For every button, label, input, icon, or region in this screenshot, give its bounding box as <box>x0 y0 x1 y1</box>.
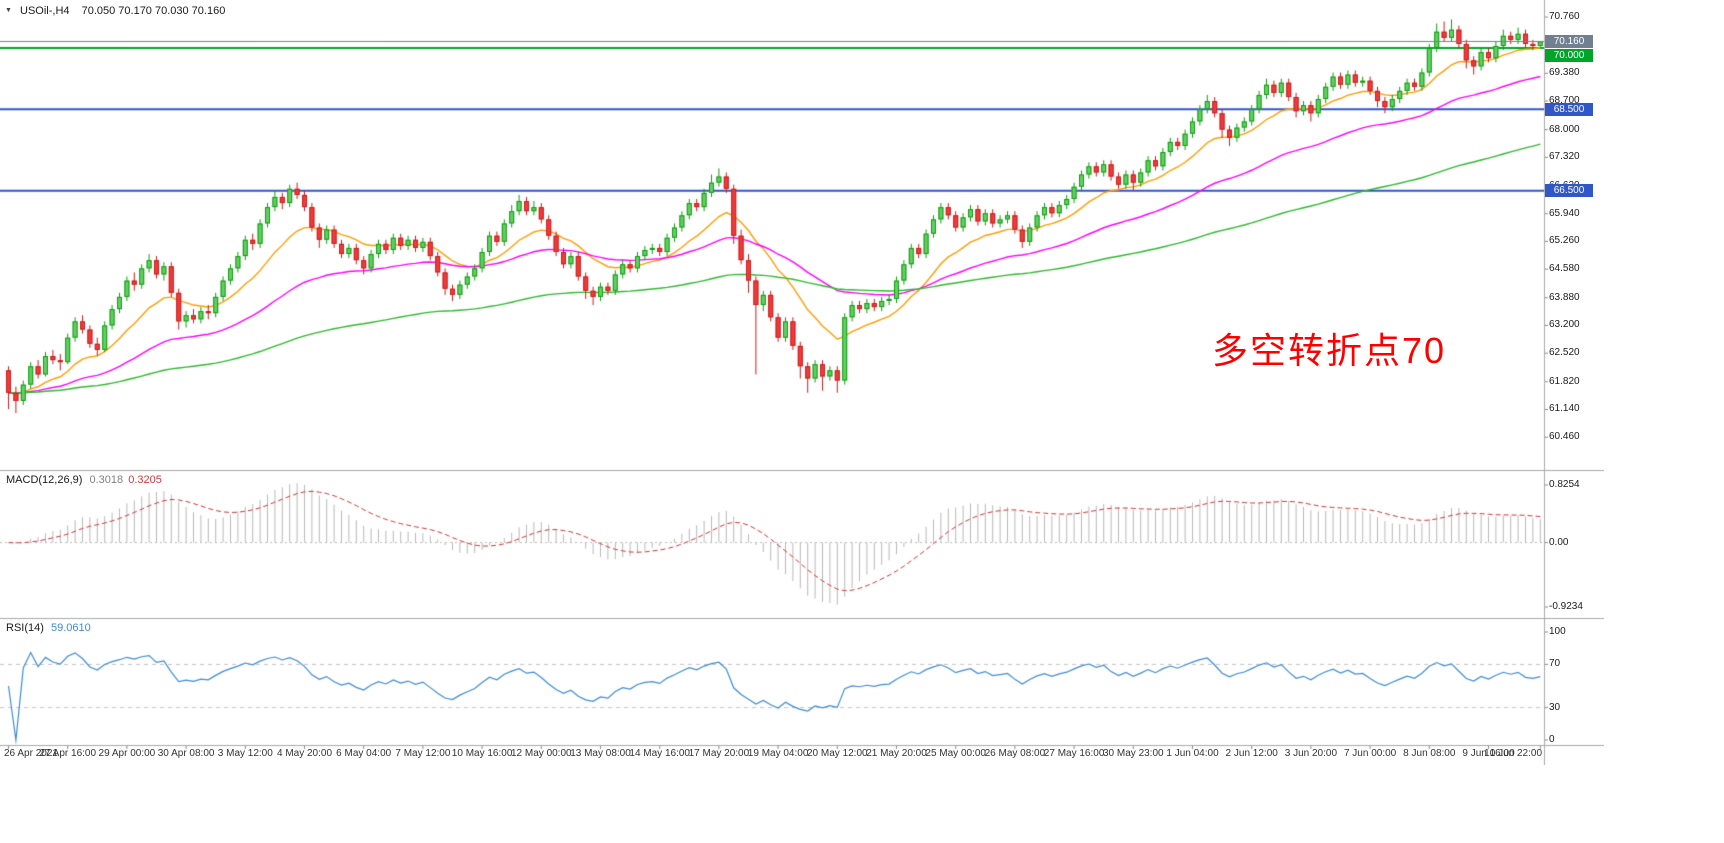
rsi-label: RSI(14) 59.0610 <box>6 622 91 634</box>
price-axis-label: 70.760 <box>1549 11 1580 22</box>
time-axis-label: 3 May 12:00 <box>217 748 273 759</box>
symbol-info-bar: ▼ USOil-,H4 70.050 70.170 70.030 70.160 <box>5 5 225 17</box>
rsi-axis-label: 100 <box>1549 626 1566 637</box>
annotation-text[interactable]: 多空转折点70 <box>1212 330 1447 371</box>
chevron-down-icon[interactable]: ▼ <box>5 7 12 14</box>
price-axis-label: 61.140 <box>1549 403 1580 415</box>
time-axis-label: 26 Apr 2021 <box>4 748 58 759</box>
time-axis-label: 20 May 12:00 <box>806 748 868 759</box>
ohlc-readout: 70.050 70.170 70.030 70.160 <box>81 5 226 17</box>
price-axis-label: 62.520 <box>1549 347 1580 359</box>
rsi-value: 59.0610 <box>50 622 91 634</box>
price-badge: 66.500 <box>1545 184 1593 198</box>
time-axis-label: 1 Jun 04:00 <box>1166 748 1219 759</box>
time-axis-label: 27 Apr 16:00 <box>39 748 97 759</box>
rsi-axis[interactable]: 100 70 30 0 <box>1544 618 1604 745</box>
macd-axis-label: 0.8254 <box>1549 479 1580 490</box>
time-axis-label: 29 Apr 00:00 <box>98 748 156 759</box>
time-axis-label: 13 May 08:00 <box>570 748 631 759</box>
time-axis-label: 9 Jun 16:00 <box>1462 748 1515 759</box>
price-badge: 70.160 <box>1545 34 1593 48</box>
rsi-axis-label: 70 <box>1549 658 1561 670</box>
price-axis-label: 67.320 <box>1549 151 1580 163</box>
symbol-timeframe: USOil-,H4 <box>20 5 70 17</box>
rsi-axis-label: 0 <box>1549 734 1555 745</box>
time-axis-label: 7 May 12:00 <box>395 748 451 759</box>
rsi-name: RSI(14) <box>6 622 44 634</box>
macd-value-signal: 0.3205 <box>128 474 162 486</box>
time-axis-label: 8 Jun 08:00 <box>1403 748 1456 759</box>
macd-axis[interactable]: 0.8254 0.00 -0.9234 <box>1544 470 1604 618</box>
time-axis-label: 10 May 16:00 <box>451 748 513 759</box>
macd-axis-label: -0.9234 <box>1549 601 1583 612</box>
time-axis-label: 7 Jun 00:00 <box>1343 748 1397 759</box>
macd-axis-label: 0.00 <box>1549 536 1569 548</box>
macd-value-main: 0.3018 <box>89 474 124 486</box>
price-axis-label: 65.260 <box>1549 235 1580 247</box>
price-axis-label: 68.000 <box>1549 123 1580 135</box>
price-axis-label: 60.460 <box>1549 431 1580 443</box>
macd-label: MACD(12,26,9) 0.3018 0.3205 <box>6 474 162 486</box>
time-axis[interactable]: 26 Apr 2021 27 Apr 16:00 29 Apr 00:00 30 Ap… <box>0 748 1604 764</box>
time-axis-label: 30 Apr 08:00 <box>157 748 215 759</box>
time-axis-label: 25 May 00:00 <box>925 748 986 759</box>
time-axis-label: 27 May 16:00 <box>1043 748 1105 759</box>
time-axis-label: 2 Jun 12:00 <box>1225 748 1278 759</box>
price-axis-label: 63.880 <box>1549 291 1580 303</box>
time-axis-label: 17 May 20:00 <box>688 748 750 759</box>
price-chart-canvas[interactable] <box>0 0 1604 765</box>
price-axis-label: 64.580 <box>1549 263 1580 275</box>
price-axis-label: 63.200 <box>1549 319 1580 331</box>
time-axis-label: 30 May 23:00 <box>1102 748 1164 759</box>
time-axis-label: 3 Jun 20:00 <box>1284 748 1338 759</box>
time-axis-label: 14 May 16:00 <box>629 748 690 759</box>
price-axis[interactable]: 70.76070.08069.38068.70068.00067.32066.6… <box>1544 0 1604 470</box>
macd-name: MACD(12,26,9) <box>6 474 83 486</box>
time-axis-label: 4 May 20:00 <box>276 748 333 759</box>
price-axis-label: 69.380 <box>1549 67 1580 79</box>
price-axis-label: 68.700 <box>1549 95 1580 107</box>
price-axis-label: 61.820 <box>1549 375 1580 387</box>
time-axis-label: 19 May 04:00 <box>747 748 809 759</box>
time-axis-label: 26 May 08:00 <box>984 748 1046 759</box>
time-axis-label: 10 Jun 22:00 <box>1484 748 1542 759</box>
time-axis-label: 12 May 00:00 <box>510 748 572 759</box>
time-axis-label: 21 May 20:00 <box>866 748 927 759</box>
price-axis-label: 65.940 <box>1549 207 1580 219</box>
rsi-axis-label: 30 <box>1549 701 1561 713</box>
price-badge: 70.000 <box>1545 48 1593 62</box>
price-badge: 68.500 <box>1545 102 1593 116</box>
time-axis-label: 6 May 04:00 <box>336 748 392 759</box>
